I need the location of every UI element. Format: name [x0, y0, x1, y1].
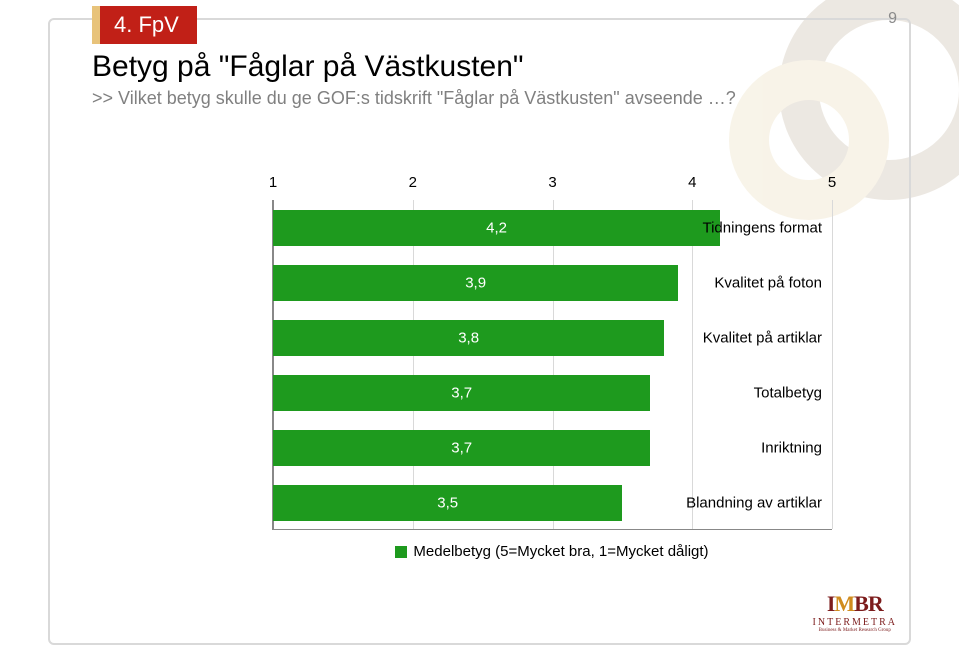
page-number: 9: [888, 10, 897, 28]
chart-bar-value: 3,9: [465, 274, 486, 291]
x-tick-label: 3: [548, 174, 556, 191]
title-block: Betyg på "Fåglar på Västkusten" >> Vilke…: [92, 50, 859, 109]
slide-title: Betyg på "Fåglar på Västkusten": [92, 50, 859, 84]
chart-bar: 3,9: [273, 265, 678, 301]
section-tab: 4. FpV: [92, 6, 197, 44]
x-tick-label: 5: [828, 174, 836, 191]
legend-label: Medelbetyg (5=Mycket bra, 1=Mycket dålig…: [413, 543, 708, 560]
logo-tagline: Business & Market Research Group: [813, 628, 897, 633]
chart-container: 123454,23,93,83,73,73,5Tidningens format…: [92, 170, 832, 570]
chart-bar: 3,7: [273, 430, 650, 466]
logo-mark: IMBR: [813, 593, 897, 615]
chart-row-label: Kvalitet på foton: [652, 274, 822, 291]
chart-row-label: Blandning av artiklar: [652, 494, 822, 511]
chart-row-label: Inriktning: [652, 439, 822, 456]
slide-subtitle: >> Vilket betyg skulle du ge GOF:s tidsk…: [92, 88, 859, 109]
x-tick-label: 1: [269, 174, 277, 191]
chart-row-label: Tidningens format: [652, 219, 822, 236]
x-tick-label: 2: [409, 174, 417, 191]
brand-logo: IMBR INTERMETRA Business & Market Resear…: [813, 593, 897, 633]
chart-bar: 3,7: [273, 375, 650, 411]
legend-swatch: [395, 546, 407, 558]
chart-bar-value: 3,8: [458, 329, 479, 346]
chart-bar: 3,5: [273, 485, 622, 521]
chart-gridline: [832, 200, 833, 529]
chart-bar: 3,8: [273, 320, 664, 356]
chart-row-label: Kvalitet på artiklar: [652, 329, 822, 346]
chart-row-label: Totalbetyg: [652, 384, 822, 401]
chart-bar-value: 3,7: [451, 384, 472, 401]
chart-bar-value: 3,7: [451, 439, 472, 456]
x-tick-label: 4: [688, 174, 696, 191]
chart-plot-area: 123454,23,93,83,73,73,5: [272, 200, 832, 530]
chart-bar-value: 4,2: [486, 219, 507, 236]
chart-gridline: [692, 200, 693, 529]
chart-legend: Medelbetyg (5=Mycket bra, 1=Mycket dålig…: [272, 543, 832, 560]
chart-bar-value: 3,5: [437, 494, 458, 511]
logo-brand: INTERMETRA: [813, 617, 897, 628]
chart-gridline: [553, 200, 554, 529]
chart-label-column: [92, 200, 272, 530]
chart-gridline: [273, 200, 274, 529]
chart-gridline: [413, 200, 414, 529]
